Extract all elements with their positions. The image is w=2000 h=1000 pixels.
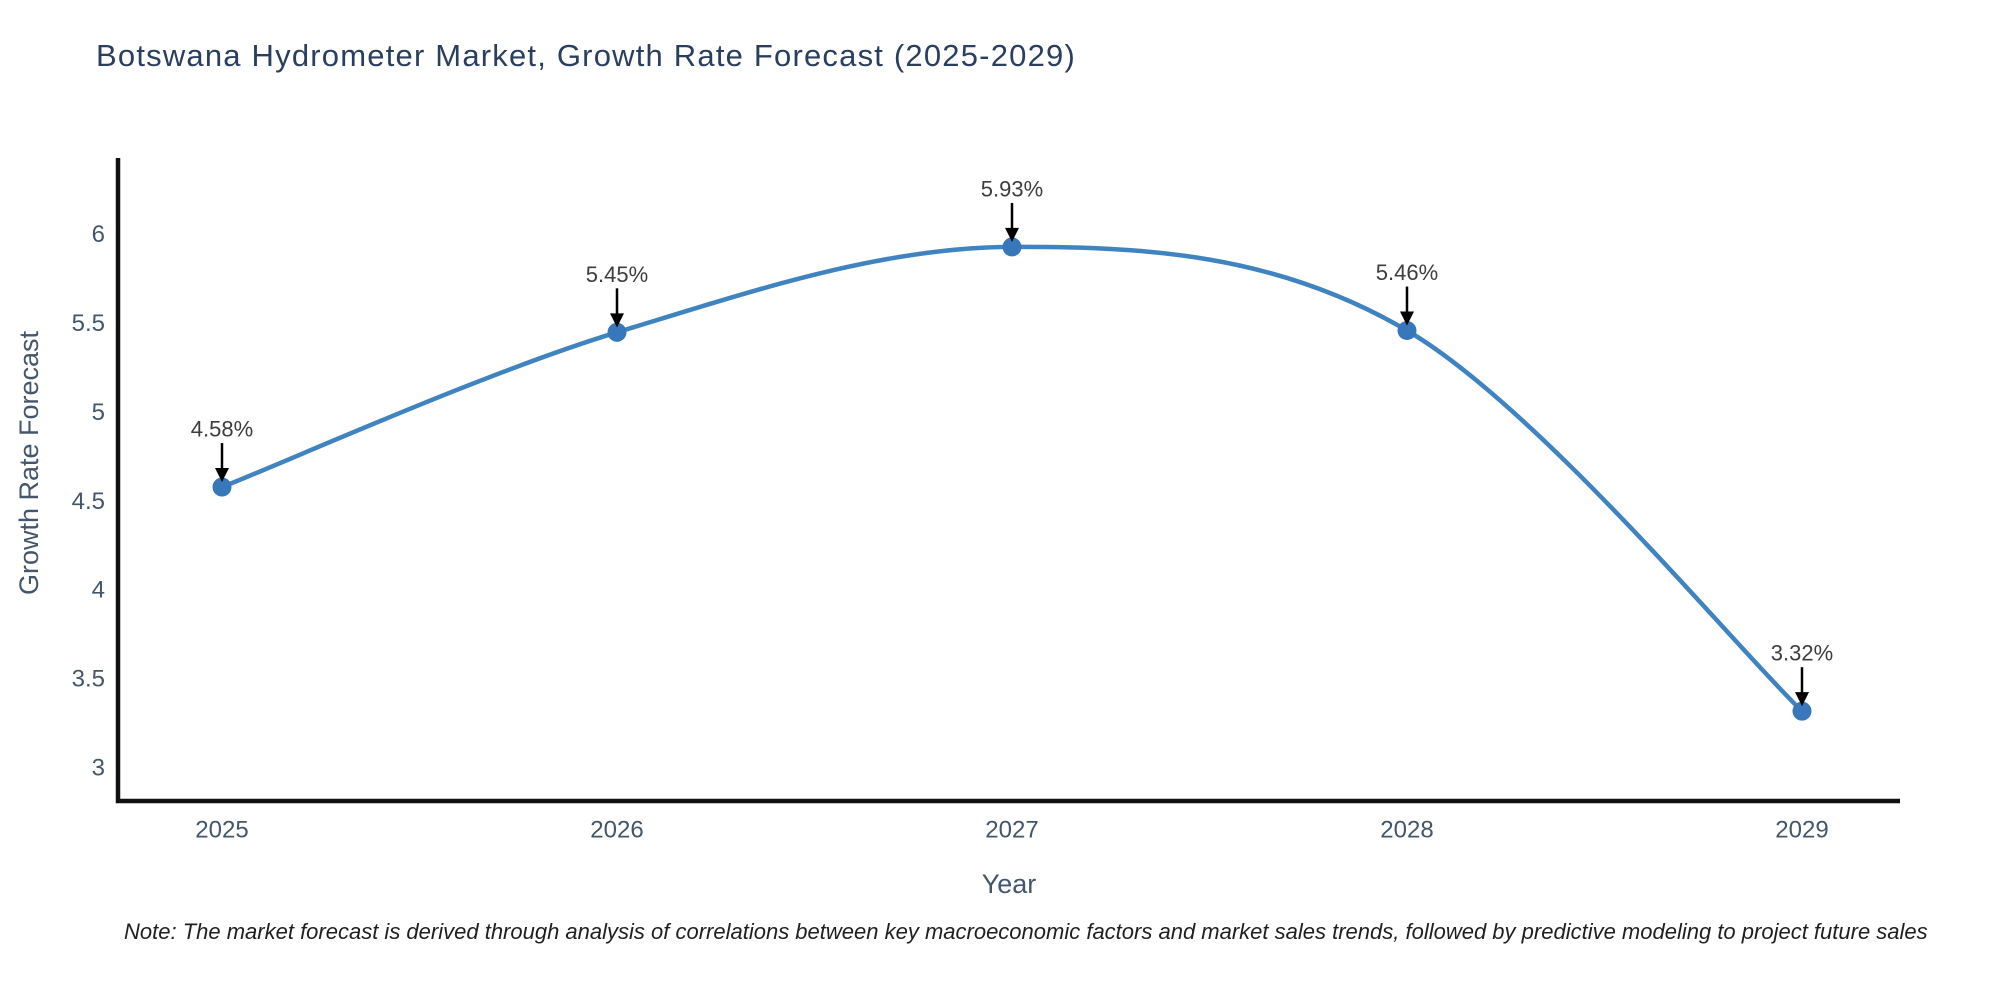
data-point-2026[interactable] (607, 322, 627, 342)
data-point-2027[interactable] (1002, 237, 1022, 257)
y-axis-title: Growth Rate Forecast (14, 330, 44, 595)
chart-title: Botswana Hydrometer Market, Growth Rate … (96, 38, 1076, 73)
axis-lines (115, 158, 1900, 804)
x-tick-label: 2025 (195, 817, 248, 844)
point-value-label: 3.32% (1771, 641, 1833, 666)
x-tick-label: 2026 (590, 817, 643, 844)
x-tick-label: 2029 (1775, 817, 1828, 844)
point-value-label: 5.93% (981, 176, 1043, 201)
y-tick-label: 5.5 (72, 310, 105, 337)
x-axis-title: Year (982, 869, 1037, 899)
annotation-arrow-head (610, 313, 624, 328)
annotation-arrow-head (1005, 227, 1019, 242)
y-tick-label: 3.5 (72, 666, 105, 693)
forecast-line (219, 244, 1805, 714)
x-tick-label: 2027 (985, 817, 1038, 844)
data-point-2029[interactable] (1792, 701, 1812, 721)
annotation-arrow-head (215, 468, 229, 483)
y-tick-label: 3 (92, 755, 105, 782)
data-point-2025[interactable] (212, 477, 232, 497)
annotation-arrow-head (1400, 311, 1414, 326)
y-tick-label: 4 (92, 577, 105, 604)
footnote: Note: The market forecast is derived thr… (124, 919, 1928, 944)
x-tick-label: 2028 (1380, 817, 1433, 844)
annotation-arrow-head (1795, 692, 1809, 707)
point-value-label: 4.58% (191, 417, 253, 442)
point-value-label: 5.45% (586, 262, 648, 287)
data-point-2028[interactable] (1397, 321, 1417, 341)
y-tick-label: 5 (92, 399, 105, 426)
y-tick-label: 6 (92, 221, 105, 248)
point-value-label: 5.46% (1376, 260, 1438, 285)
y-tick-label: 4.5 (72, 488, 105, 515)
